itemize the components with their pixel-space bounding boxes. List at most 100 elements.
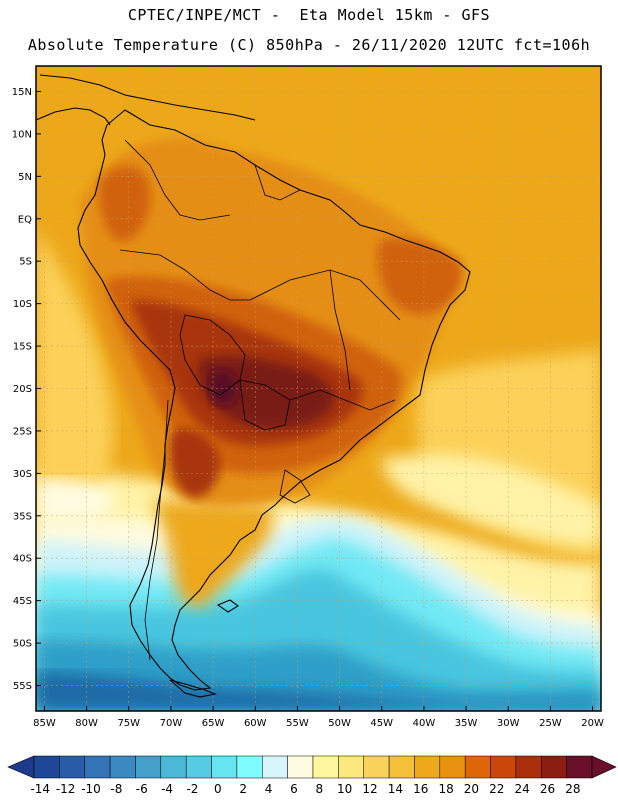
colorbar-swatch bbox=[185, 755, 212, 779]
colorbar-swatch bbox=[338, 755, 364, 779]
field-pacific-yellow bbox=[36, 230, 114, 490]
border-guianas bbox=[254, 164, 301, 201]
lon-tick-label: 80W bbox=[75, 718, 98, 729]
colorbar-swatch bbox=[59, 755, 85, 779]
field-andes-north-brown bbox=[99, 165, 151, 242]
colorbar-swatch bbox=[363, 755, 390, 779]
border-bolivia bbox=[179, 314, 246, 396]
colorbar-label: 12 bbox=[362, 782, 377, 796]
falkland-islands bbox=[216, 599, 239, 613]
lat-tick-label: 10N bbox=[12, 129, 32, 140]
border-peru-brazil bbox=[119, 249, 250, 301]
border-brazil-states-2 bbox=[289, 389, 396, 411]
field-ne-brazil-brown bbox=[377, 238, 464, 314]
lon-tick-label: 75W bbox=[117, 718, 140, 729]
colorbar-label: -6 bbox=[136, 782, 148, 796]
field-pacific-cream bbox=[36, 479, 114, 523]
country-borders bbox=[119, 139, 401, 661]
colorbar-swatch bbox=[135, 755, 162, 779]
lon-tick-label: 65W bbox=[202, 718, 225, 729]
colorbar-swatch bbox=[262, 755, 288, 779]
lon-tick-label: 40W bbox=[413, 718, 436, 729]
lat-tick-label: 30S bbox=[13, 469, 32, 480]
field-deep-blue-south bbox=[36, 672, 601, 711]
colorbar-swatch bbox=[312, 755, 339, 779]
field-patagonia-warm bbox=[150, 500, 273, 608]
colorbar-label: 20 bbox=[464, 782, 479, 796]
colorbar-swatch bbox=[464, 755, 491, 779]
colorbar-label: -8 bbox=[110, 782, 122, 796]
south-america-coastline bbox=[77, 109, 471, 691]
colorbar-swatch bbox=[160, 755, 187, 779]
colorbar-label: 24 bbox=[515, 782, 530, 796]
colorbar-label: 0 bbox=[214, 782, 222, 796]
colorbar-label: 18 bbox=[438, 782, 453, 796]
colorbar-label: 4 bbox=[265, 782, 273, 796]
lat-tick-label: 35S bbox=[13, 511, 32, 522]
colorbar-swatch bbox=[388, 755, 415, 779]
colorbar-swatch bbox=[414, 755, 441, 779]
lon-tick-label: 60W bbox=[244, 718, 267, 729]
lat-tick-label: 5S bbox=[19, 257, 32, 268]
colorbar-swatch bbox=[236, 755, 263, 779]
lon-tick-label: 20W bbox=[581, 718, 604, 729]
tierra-del-fuego bbox=[169, 679, 217, 698]
colorbar-label: 26 bbox=[540, 782, 555, 796]
colorbar-label: 6 bbox=[290, 782, 298, 796]
coastlines bbox=[36, 74, 471, 698]
colorbar-low-triangle bbox=[7, 755, 35, 779]
colorbar-label: 8 bbox=[315, 782, 323, 796]
colorbar-label: -14 bbox=[30, 782, 50, 796]
colorbar-swatch bbox=[109, 755, 136, 779]
field-hot-core bbox=[209, 369, 239, 407]
lat-tick-label: EQ bbox=[18, 214, 32, 225]
lon-tick-label: 85W bbox=[33, 718, 56, 729]
map-subtitle: Absolute Temperature (C) 850hPa - 26/11/… bbox=[27, 36, 591, 54]
colorbar-swatch bbox=[84, 755, 111, 779]
lat-tick-label: 15S bbox=[13, 342, 32, 353]
lat-tick-label: 45S bbox=[13, 596, 32, 607]
colorbar-swatch bbox=[541, 755, 567, 779]
central-america-coastline bbox=[36, 107, 111, 126]
lat-tick-label: 5N bbox=[18, 172, 32, 183]
colorbar-swatch bbox=[287, 755, 314, 779]
border-brazil-states-1 bbox=[249, 269, 401, 321]
colorbar-label: 14 bbox=[388, 782, 403, 796]
colorbar-label: 2 bbox=[239, 782, 247, 796]
graticule bbox=[36, 66, 601, 711]
longitude-axis: 85W 80W 75W 70W 65W 60W 55W 50W 45W 40W 35W 30W 25W 2… bbox=[33, 706, 604, 729]
colorbar-label: -4 bbox=[161, 782, 173, 796]
colorbar-label: -2 bbox=[186, 782, 198, 796]
border-brazil-states-3 bbox=[329, 269, 351, 391]
colorbar-swatch bbox=[515, 755, 542, 779]
lon-tick-label: 50W bbox=[328, 718, 351, 729]
lat-tick-label: 50S bbox=[13, 639, 32, 650]
lat-tick-label: 10S bbox=[13, 299, 32, 310]
colorbar-label: 10 bbox=[337, 782, 352, 796]
lat-tick-label: 55S bbox=[13, 681, 32, 692]
colorbar: -14 -12 -10 -8 -6 -4 -2 0 2 4 6 8 10 12 14 16 18 20 22 24 26… bbox=[7, 755, 617, 796]
colorbar-label: 22 bbox=[489, 782, 504, 796]
border-colombia-venezuela bbox=[124, 139, 231, 221]
border-paraguay bbox=[239, 379, 291, 431]
colorbar-swatch bbox=[490, 755, 517, 779]
lon-tick-label: 45W bbox=[370, 718, 393, 729]
latitude-axis: 15N 10N 5N EQ 5S 10S 15S 20S 25S 30S 35S 40S 45S 50S 5… bbox=[12, 87, 41, 692]
colorbar-label: 16 bbox=[413, 782, 428, 796]
border-argentina-chile bbox=[144, 399, 169, 661]
colorbar-swatch bbox=[566, 755, 593, 779]
map-title: CPTEC/INPE/MCT - Eta Model 15km - GFS bbox=[127, 6, 491, 24]
lon-tick-label: 70W bbox=[160, 718, 183, 729]
lat-tick-label: 15N bbox=[12, 87, 32, 98]
colorbar-label: -12 bbox=[56, 782, 76, 796]
lon-tick-label: 25W bbox=[539, 718, 562, 729]
lat-tick-label: 40S bbox=[13, 554, 32, 565]
colorbar-swatch bbox=[33, 755, 60, 779]
lon-tick-label: 55W bbox=[286, 718, 309, 729]
colorbar-swatch bbox=[211, 755, 238, 779]
field-chaco-brown bbox=[169, 429, 221, 498]
colorbar-high-triangle bbox=[591, 755, 617, 779]
caribbean-coastline bbox=[39, 74, 256, 121]
colorbar-label: -10 bbox=[81, 782, 101, 796]
